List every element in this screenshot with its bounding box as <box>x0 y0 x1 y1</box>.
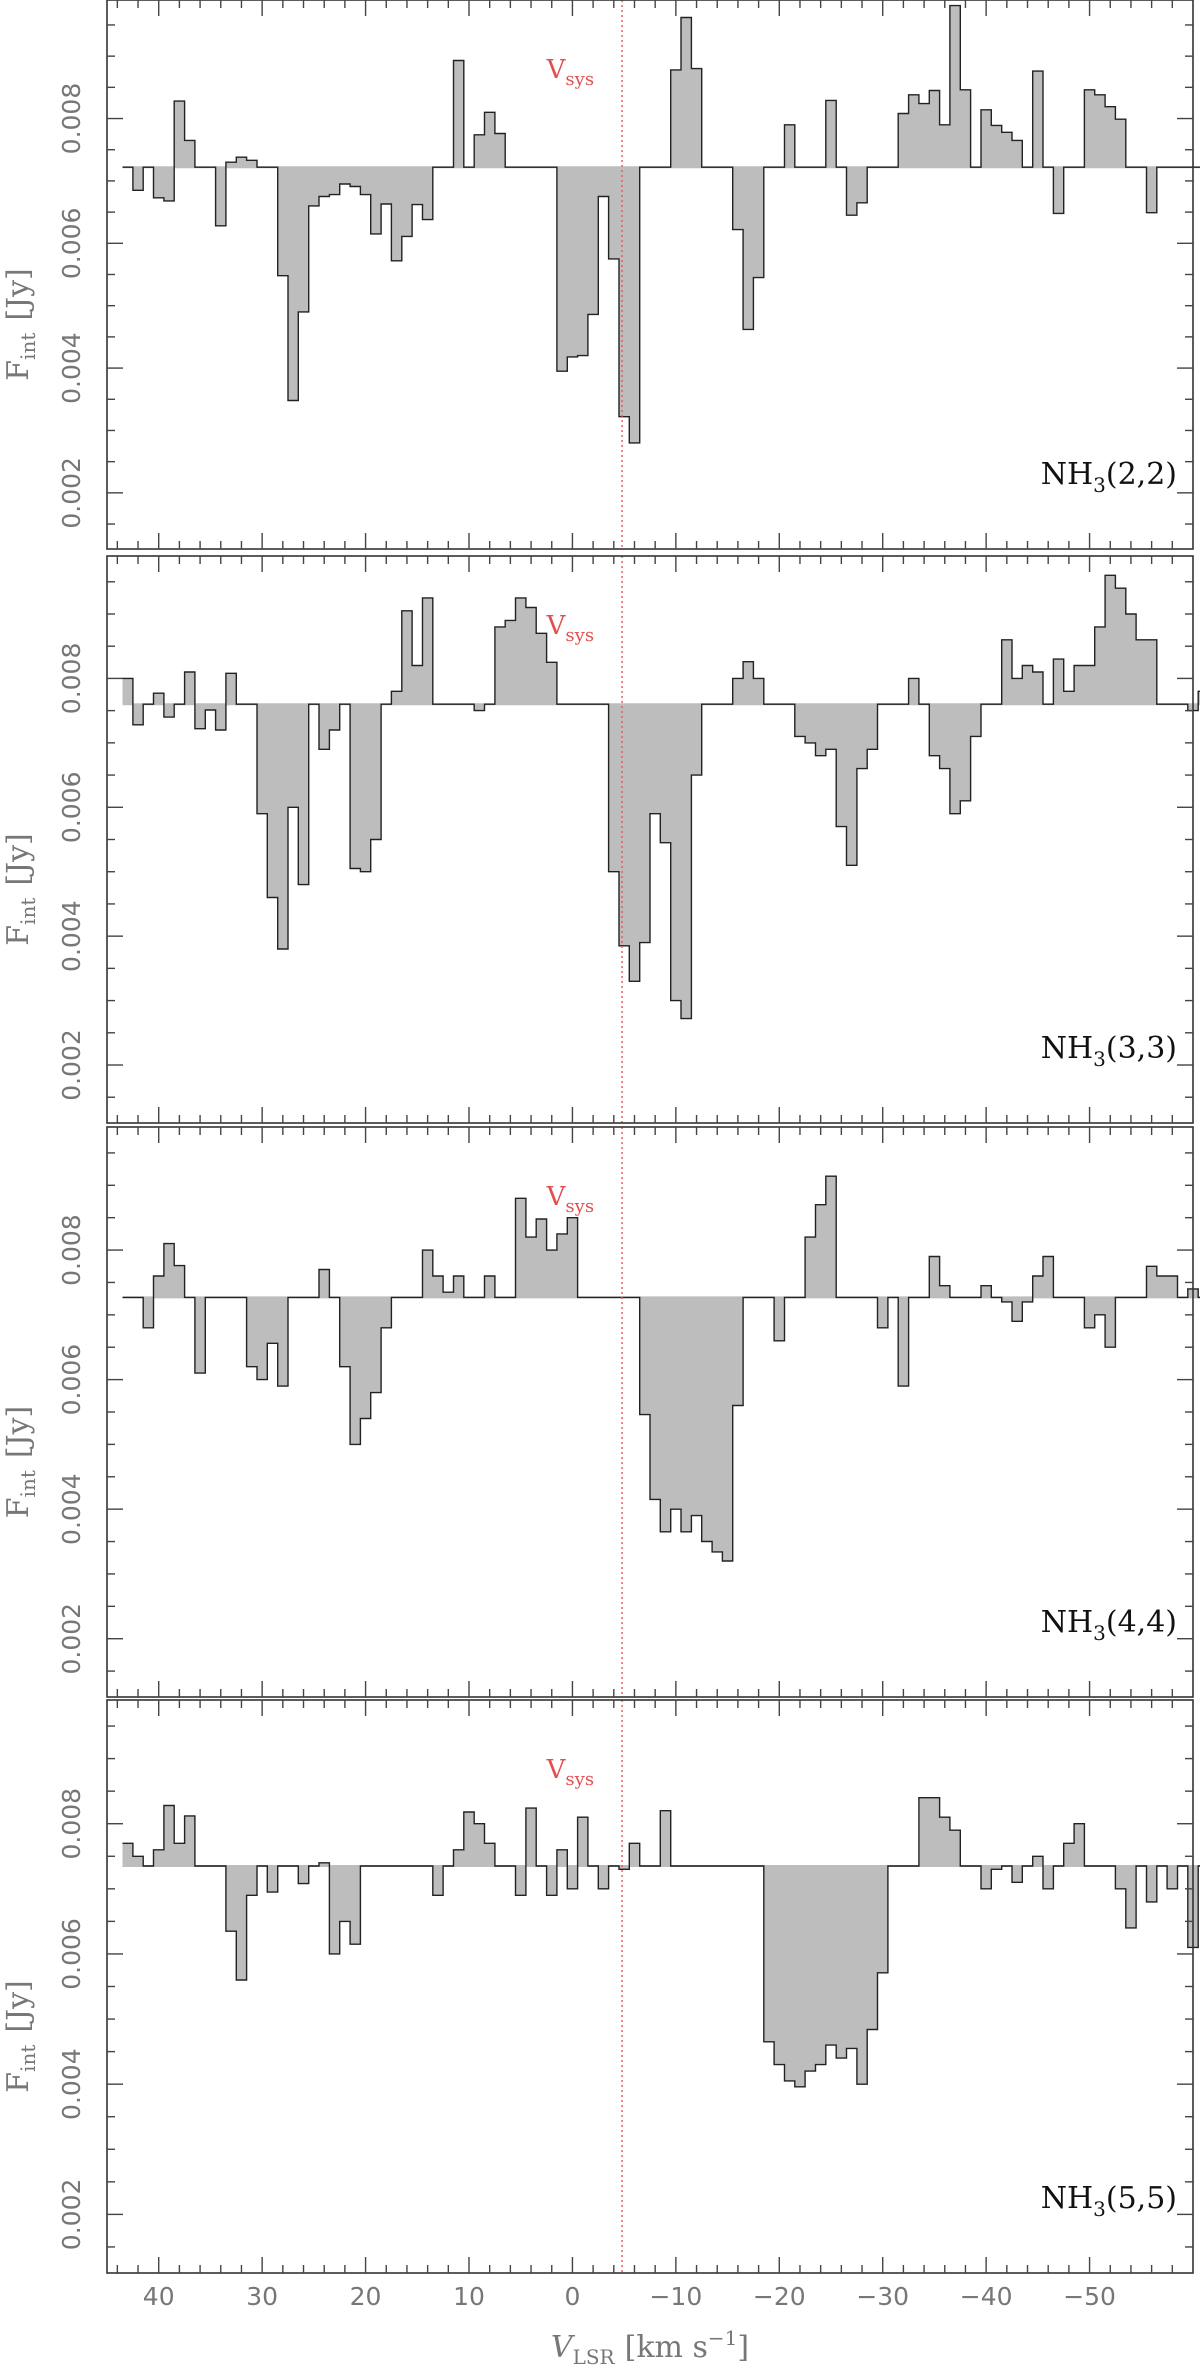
panel-nh3-33: Vsys 0.002 0.004 0.006 0.008 Fint[Jy] NH3(3,3) <box>1 555 1200 1124</box>
transition-label: NH3(4,4) <box>1041 1605 1177 1645</box>
y-axis-label: Fint[Jy] <box>1 833 40 946</box>
panel-frame <box>106 1699 1194 2274</box>
x-axis: 40 30 20 10 0 −10 −20 −30 −40 −50 VLSR [km s−1] <box>143 2282 1116 2369</box>
x-tick-label: 40 <box>143 2282 175 2311</box>
x-axis-label: VLSR [km s−1] <box>551 2326 749 2369</box>
y-tick-label: 0.006 <box>57 1344 86 1416</box>
spectrum-fill <box>122 1176 1200 1561</box>
y-tick-label: 0.006 <box>57 771 86 843</box>
y-tick-label: 0.002 <box>57 1029 86 1101</box>
vsys-label: Vsys <box>546 611 594 646</box>
y-tick-label: 0.002 <box>57 457 86 529</box>
y-tick-label: 0.008 <box>57 83 86 155</box>
x-tick-label: 30 <box>246 2282 278 2311</box>
y-tick-label: 0.008 <box>57 1214 86 1286</box>
x-tick-label: 10 <box>453 2282 485 2311</box>
spectrum-fill <box>122 1797 1200 2087</box>
y-tick-label: 0.004 <box>57 332 86 404</box>
y-tick-label: 0.006 <box>57 1918 86 1990</box>
transition-label: NH3(2,2) <box>1041 457 1177 497</box>
x-tick-label: −10 <box>649 2282 702 2311</box>
x-tick-label: −20 <box>753 2282 806 2311</box>
y-tick-label: 0.008 <box>57 1788 86 1860</box>
spectrum-fill <box>122 5 1200 443</box>
vsys-label: Vsys <box>546 1182 594 1217</box>
x-tick-label: 20 <box>350 2282 382 2311</box>
y-axis-label: Fint[Jy] <box>1 268 40 381</box>
vsys-label: Vsys <box>546 55 594 90</box>
spectrum-fill <box>122 575 1200 1019</box>
vsys-label: Vsys <box>546 1755 594 1790</box>
spectrum-line <box>122 4 1200 444</box>
panel-nh3-22: Vsys 0.002 0.004 0.006 0.008 Fint[Jy] NH3(2,2) <box>1 0 1200 550</box>
y-tick-label: 0.004 <box>57 900 86 972</box>
y-tick-label: 0.008 <box>57 643 86 715</box>
x-tick-label: −50 <box>1063 2282 1116 2311</box>
spectrum-line <box>122 1797 1200 2088</box>
y-tick-label: 0.002 <box>57 2179 86 2251</box>
spectrum-line <box>122 574 1200 1020</box>
spectrum-line <box>122 1175 1200 1562</box>
transition-label: NH3(3,3) <box>1041 1031 1177 1071</box>
panel-frame <box>106 0 1194 550</box>
y-tick-label: 0.006 <box>57 208 86 280</box>
y-tick-label: 0.004 <box>57 2048 86 2120</box>
x-tick-label: −30 <box>856 2282 909 2311</box>
y-tick-label: 0.002 <box>57 1603 86 1675</box>
transition-label: NH3(5,5) <box>1041 2181 1177 2221</box>
y-tick-label: 0.004 <box>57 1473 86 1545</box>
x-tick-label: −40 <box>960 2282 1013 2311</box>
y-axis-label: Fint[Jy] <box>1 1406 40 1519</box>
x-tick-label: 0 <box>564 2282 580 2311</box>
y-axis-label: Fint[Jy] <box>1 1980 40 2093</box>
panel-nh3-55: Vsys 0.002 0.004 0.006 0.008 Fint[Jy] NH3(5,5) <box>1 1699 1200 2274</box>
panel-nh3-44: Vsys 0.002 0.004 0.006 0.008 Fint[Jy] NH3(4,4) <box>1 1126 1200 1698</box>
